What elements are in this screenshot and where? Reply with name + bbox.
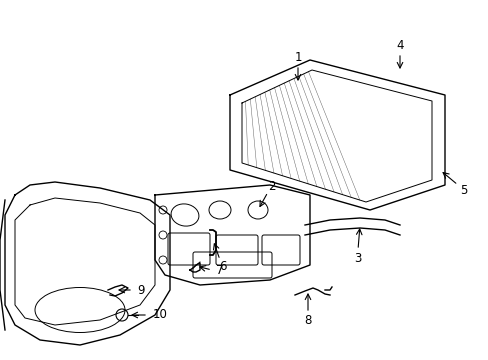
Text: 1: 1 xyxy=(294,50,301,63)
Text: 2: 2 xyxy=(268,180,275,193)
Text: 7: 7 xyxy=(216,265,224,278)
Text: 4: 4 xyxy=(395,39,403,51)
Text: 9: 9 xyxy=(137,284,144,297)
Text: 5: 5 xyxy=(459,184,467,197)
Text: 3: 3 xyxy=(354,252,361,265)
Text: 8: 8 xyxy=(304,314,311,327)
Text: 6: 6 xyxy=(219,261,226,274)
Text: 10: 10 xyxy=(152,309,167,321)
